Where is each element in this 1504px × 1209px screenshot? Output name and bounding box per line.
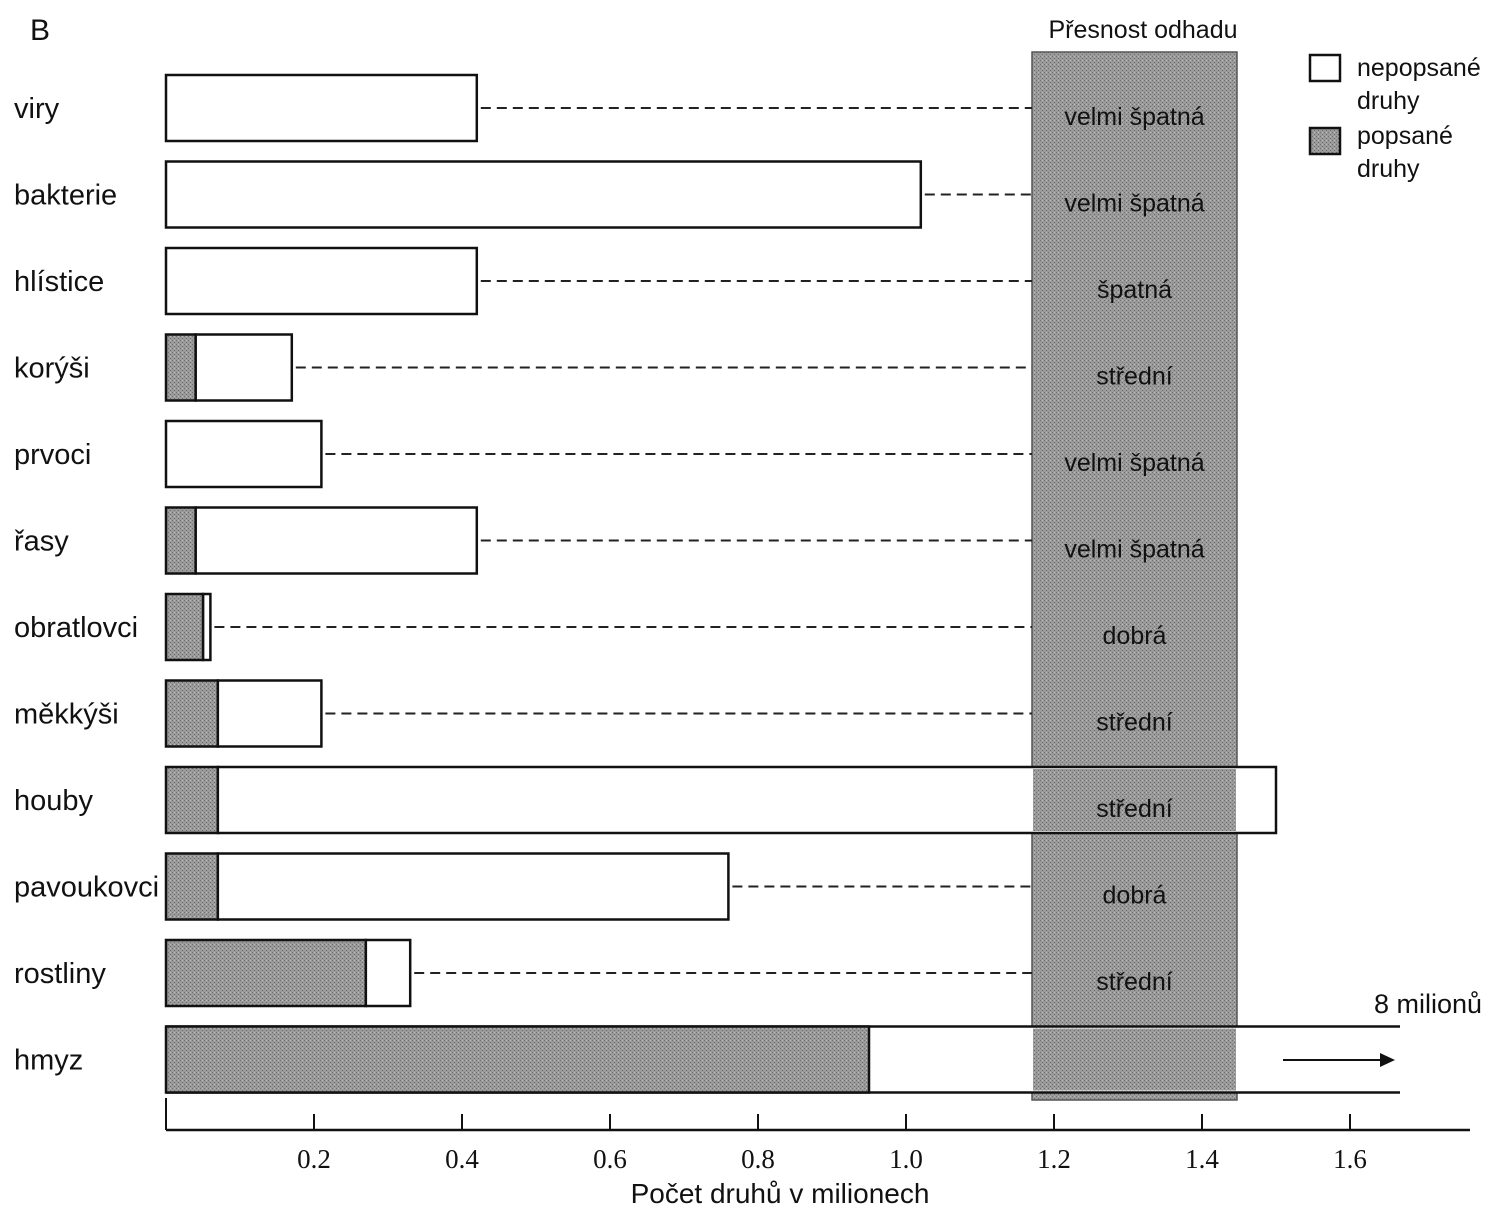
bar-undescribed [216, 852, 730, 921]
accuracy-label: velmi špatná [1064, 536, 1204, 564]
category-label: houby [14, 785, 94, 817]
bar-undescribed [164, 246, 479, 316]
legend-label-described: popsané druhy [1357, 122, 1460, 183]
accuracy-column-title: Přesnost odhadu [1048, 16, 1237, 44]
accuracy-band [1031, 51, 1238, 1101]
category-label: bakterie [14, 180, 117, 212]
accuracy-label: střední [1096, 795, 1172, 823]
category-label: měkkýši [14, 699, 119, 731]
legend-label-undescribed-line1: nepopsané [1357, 54, 1481, 82]
bar-undescribed [194, 333, 294, 402]
bar-undescribed [216, 679, 323, 748]
bar-undescribed [164, 160, 923, 229]
category-label: obratlovci [14, 612, 138, 644]
category-label: hmyz [14, 1045, 83, 1077]
category-label: řasy [14, 526, 69, 558]
bar-described [164, 333, 197, 402]
x-tick-label: 1.0 [889, 1144, 923, 1174]
bar-undescribed [164, 73, 479, 143]
accuracy-label: dobrá [1103, 882, 1167, 910]
bar-described [164, 852, 220, 921]
band-overlay [1033, 769, 1236, 831]
bar-described [164, 592, 205, 662]
legend-label-described-line1: popsané [1357, 122, 1453, 150]
legend-label-undescribed: nepopsané druhy [1357, 54, 1488, 115]
bar-undescribed [364, 938, 412, 1008]
accuracy-label: velmi špatná [1064, 103, 1204, 131]
x-axis: 0.2 0.4 0.6 0.8 1.0 1.2 1.4 1.6 [165, 1098, 1470, 1174]
x-tick-label: 1.4 [1185, 1144, 1219, 1174]
insect-total-annotation: 8 milionů [1374, 989, 1482, 1019]
legend: nepopsané druhy popsané druhy [1308, 53, 1488, 183]
bar-described [164, 1025, 871, 1094]
category-label: korýši [14, 353, 90, 385]
category-label: hlístice [14, 266, 104, 298]
bar-described [164, 765, 220, 835]
panel-label: B [30, 14, 50, 47]
accuracy-label: velmi špatná [1064, 190, 1204, 218]
bar-described [164, 679, 220, 748]
accuracy-label: dobrá [1103, 622, 1167, 650]
category-label: pavoukovci [14, 872, 159, 904]
insect-arrow-head-icon [1380, 1053, 1395, 1067]
x-tick-label: 1.2 [1037, 1144, 1071, 1174]
category-label: viry [14, 93, 60, 125]
legend-swatch-described [1308, 126, 1342, 156]
legend-label-undescribed-line2: druhy [1357, 87, 1420, 115]
legend-swatch-undescribed [1308, 53, 1342, 83]
band-overlay [1033, 1028, 1236, 1091]
accuracy-label: velmi špatná [1064, 449, 1204, 477]
x-tick-label: 0.2 [297, 1144, 331, 1174]
category-label: prvoci [14, 439, 91, 471]
x-tick-label: 1.6 [1333, 1144, 1367, 1174]
category-label: rostliny [14, 958, 106, 990]
accuracy-label: střední [1096, 709, 1172, 737]
x-tick-label: 0.4 [445, 1144, 479, 1174]
x-tick-label: 0.6 [593, 1144, 627, 1174]
bar-described [164, 506, 197, 575]
bar-described [164, 938, 368, 1008]
x-tick-label: 0.8 [741, 1144, 775, 1174]
bar-undescribed [194, 506, 479, 575]
accuracy-label: střední [1096, 363, 1172, 391]
x-axis-title: Počet druhů v milionech [631, 1178, 930, 1209]
chart-rows: viry velmi špatná bakterie velmi špatná hlís… [14, 73, 1400, 1094]
accuracy-label: střední [1096, 968, 1172, 996]
accuracy-label: špatná [1097, 276, 1172, 304]
bar-undescribed [164, 419, 323, 489]
legend-label-described-line2: druhy [1357, 155, 1420, 183]
